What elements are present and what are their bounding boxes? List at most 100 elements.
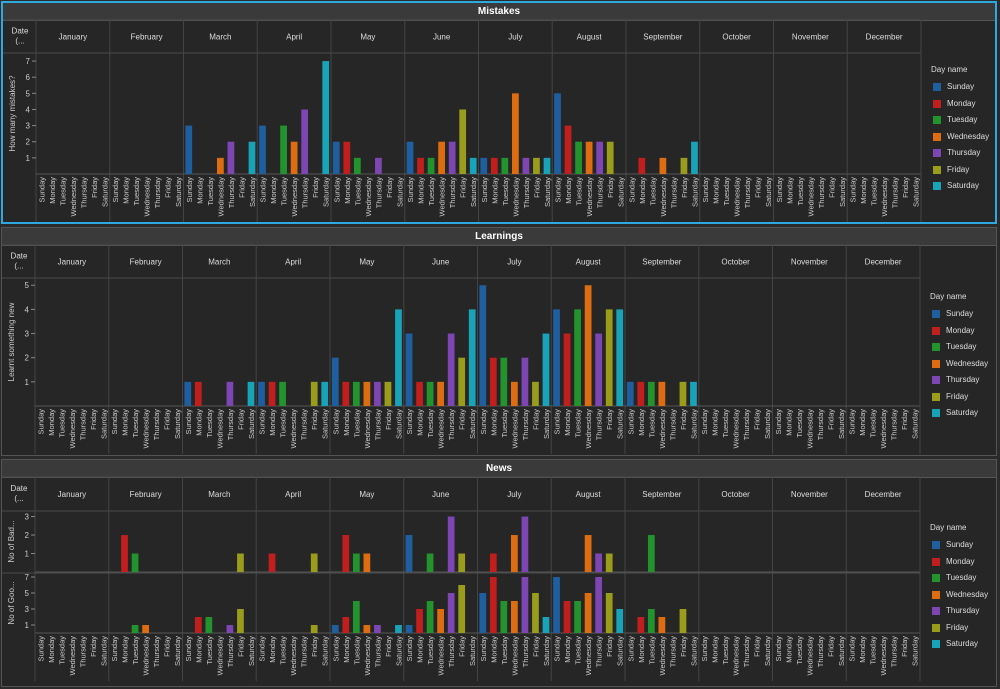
bar-may-tuesday[interactable] xyxy=(352,381,360,406)
month-header-october[interactable]: October xyxy=(722,33,751,42)
bar-february-wednesday[interactable] xyxy=(142,625,149,633)
month-header-december[interactable]: December xyxy=(865,258,902,267)
bar-august-friday[interactable] xyxy=(606,141,614,174)
month-header-february[interactable]: February xyxy=(130,258,162,267)
bar-august-monday[interactable] xyxy=(563,333,571,406)
bar-april-saturday[interactable] xyxy=(321,381,329,406)
bar-april-wednesday[interactable] xyxy=(290,141,298,174)
bar-april-monday[interactable] xyxy=(268,381,276,406)
month-header-april[interactable]: April xyxy=(285,258,301,267)
bar-june-saturday[interactable] xyxy=(468,309,476,406)
bar-may-tuesday[interactable] xyxy=(353,157,361,174)
bar-march-sunday[interactable] xyxy=(185,125,193,174)
bar-april-tuesday[interactable] xyxy=(279,381,286,406)
bar-march-friday[interactable] xyxy=(237,553,244,572)
month-header-september[interactable]: September xyxy=(642,258,681,267)
bar-march-monday[interactable] xyxy=(194,617,202,633)
bar-august-saturday[interactable] xyxy=(616,609,624,633)
bar-june-saturday[interactable] xyxy=(469,157,477,174)
bar-september-saturday[interactable] xyxy=(691,141,698,174)
bar-august-sunday[interactable] xyxy=(553,309,560,406)
bar-april-saturday[interactable] xyxy=(322,61,330,174)
month-header-may[interactable]: May xyxy=(359,258,374,267)
month-header-august[interactable]: August xyxy=(576,490,602,499)
bar-july-monday[interactable] xyxy=(489,553,497,572)
bar-april-monday[interactable] xyxy=(268,553,276,572)
month-header-may[interactable]: May xyxy=(360,33,375,42)
bar-march-thursday[interactable] xyxy=(227,141,235,174)
bar-july-thursday[interactable] xyxy=(521,516,529,572)
bar-june-thursday[interactable] xyxy=(447,516,455,572)
bar-august-friday[interactable] xyxy=(605,593,613,633)
bar-june-thursday[interactable] xyxy=(447,593,455,633)
bar-june-wednesday[interactable] xyxy=(438,141,445,174)
month-header-january[interactable]: January xyxy=(58,258,86,267)
bar-july-friday[interactable] xyxy=(532,593,539,633)
month-header-february[interactable]: February xyxy=(130,490,162,499)
bar-may-monday[interactable] xyxy=(342,535,350,572)
bar-june-sunday[interactable] xyxy=(405,625,413,633)
bar-march-monday[interactable] xyxy=(194,381,202,406)
bar-september-friday[interactable] xyxy=(679,609,687,633)
month-header-november[interactable]: November xyxy=(791,258,828,267)
month-header-july[interactable]: July xyxy=(507,490,521,499)
month-header-august[interactable]: August xyxy=(576,258,602,267)
bar-may-thursday[interactable] xyxy=(374,625,381,633)
bar-may-thursday[interactable] xyxy=(375,157,382,174)
bar-march-saturday[interactable] xyxy=(248,141,256,174)
column-header-label[interactable]: Date xyxy=(11,484,28,493)
learnings-panel[interactable]: Learnings Date (... January February March Ap… xyxy=(1,227,997,456)
bar-august-tuesday[interactable] xyxy=(574,309,581,406)
mistakes-panel[interactable]: Mistakes Date (... January February March Apr… xyxy=(1,1,997,224)
bar-june-friday[interactable] xyxy=(458,553,466,572)
bar-may-tuesday[interactable] xyxy=(352,553,360,572)
bar-may-wednesday[interactable] xyxy=(363,553,371,572)
bar-april-friday[interactable] xyxy=(310,381,318,406)
bar-july-saturday[interactable] xyxy=(542,617,550,633)
bar-june-tuesday[interactable] xyxy=(426,553,434,572)
bar-august-saturday[interactable] xyxy=(616,309,624,406)
bar-march-sunday[interactable] xyxy=(184,381,192,406)
news-chart[interactable]: Date(... January February March April May June… xyxy=(2,460,996,686)
bar-april-sunday[interactable] xyxy=(259,125,266,174)
month-header-april[interactable]: April xyxy=(286,33,302,42)
bar-september-saturday[interactable] xyxy=(690,381,697,406)
news-panel[interactable]: News Date (... January February March April Ma… xyxy=(1,459,997,687)
bar-february-tuesday[interactable] xyxy=(131,553,139,572)
bar-april-sunday[interactable] xyxy=(258,381,265,406)
bar-may-saturday[interactable] xyxy=(395,309,402,406)
bar-april-friday[interactable] xyxy=(310,625,318,633)
bar-july-wednesday[interactable] xyxy=(512,93,519,174)
bar-june-monday[interactable] xyxy=(417,157,424,174)
bar-july-thursday[interactable] xyxy=(522,157,530,174)
bar-april-friday[interactable] xyxy=(310,553,318,572)
bar-june-tuesday[interactable] xyxy=(426,381,434,406)
bar-august-wednesday[interactable] xyxy=(585,141,593,174)
bar-july-monday[interactable] xyxy=(489,577,497,633)
bar-june-thursday[interactable] xyxy=(447,333,455,406)
bar-september-sunday[interactable] xyxy=(626,381,634,406)
bar-february-monday[interactable] xyxy=(121,535,128,572)
month-header-june[interactable]: June xyxy=(432,258,450,267)
month-header-november[interactable]: November xyxy=(792,33,829,42)
bar-july-thursday[interactable] xyxy=(521,357,529,406)
month-header-july[interactable]: July xyxy=(508,33,522,42)
month-header-october[interactable]: October xyxy=(721,258,750,267)
bar-march-tuesday[interactable] xyxy=(205,617,213,633)
bar-july-sunday[interactable] xyxy=(479,593,487,633)
bar-june-wednesday[interactable] xyxy=(437,609,444,633)
bar-july-wednesday[interactable] xyxy=(511,601,518,633)
bar-july-monday[interactable] xyxy=(490,157,498,174)
bar-july-tuesday[interactable] xyxy=(500,357,508,406)
bar-june-monday[interactable] xyxy=(416,609,423,633)
bar-june-friday[interactable] xyxy=(458,585,466,633)
bar-august-friday[interactable] xyxy=(605,553,613,572)
bar-may-tuesday[interactable] xyxy=(352,601,360,633)
bar-august-tuesday[interactable] xyxy=(574,601,581,633)
bar-september-wednesday[interactable] xyxy=(658,617,666,633)
bar-august-wednesday[interactable] xyxy=(584,593,592,633)
month-header-june[interactable]: June xyxy=(432,490,450,499)
month-header-december[interactable]: December xyxy=(865,490,902,499)
column-header-label[interactable]: Date xyxy=(12,27,29,36)
month-header-july[interactable]: July xyxy=(507,258,521,267)
